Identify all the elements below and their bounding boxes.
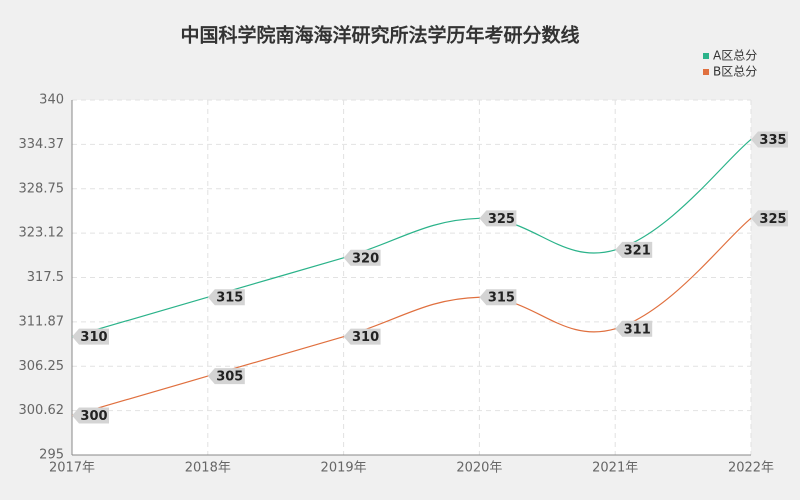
y-tick-label: 340 <box>39 93 64 108</box>
data-label-box <box>72 328 109 345</box>
data-label: 305 <box>216 370 243 385</box>
legend-label: B区总分 <box>713 65 757 79</box>
data-label: 325 <box>488 212 515 227</box>
data-label-box <box>615 320 653 337</box>
x-tick-label: 2018年 <box>185 461 231 476</box>
data-label-box <box>343 249 381 266</box>
x-tick-label: 2022年 <box>728 461 774 476</box>
y-tick-label: 300.62 <box>19 403 65 418</box>
data-label: 325 <box>759 212 786 227</box>
line <box>71 217 752 417</box>
data-label-box <box>751 210 788 227</box>
x-tick-label: 2021年 <box>592 461 638 476</box>
data-label-box <box>207 289 245 306</box>
data-label: 315 <box>488 291 515 306</box>
y-tick-label: 328.75 <box>19 181 65 196</box>
data-label: 311 <box>624 322 651 337</box>
data-label: 321 <box>624 243 651 258</box>
y-tick-label: 311.87 <box>19 314 65 329</box>
data-label-box <box>479 289 517 306</box>
data-label-box <box>72 407 109 424</box>
data-label-box <box>343 328 381 345</box>
data-label: 315 <box>216 291 243 306</box>
x-tick-label: 2017年 <box>49 461 95 476</box>
data-label-box <box>751 131 788 148</box>
data-label: 310 <box>80 330 107 345</box>
line <box>71 138 752 338</box>
data-label: 320 <box>352 251 379 266</box>
data-label: 335 <box>759 133 786 148</box>
data-label-box <box>479 210 517 227</box>
y-tick-label: 317.5 <box>27 270 64 285</box>
data-label-box <box>615 241 653 258</box>
chart-title: 中国科学院南海海洋研究所法学历年考研分数线 <box>180 24 579 47</box>
y-tick-label: 323.12 <box>19 226 65 241</box>
y-tick-label: 334.37 <box>19 137 65 152</box>
legend-swatch <box>703 53 709 59</box>
data-label: 310 <box>352 330 379 345</box>
plot-area <box>72 100 751 455</box>
data-label-box <box>207 368 245 385</box>
x-tick-label: 2020年 <box>456 461 502 476</box>
y-tick-label: 295 <box>39 448 64 463</box>
data-label: 300 <box>80 409 107 424</box>
x-tick-label: 2019年 <box>321 461 367 476</box>
legend-swatch <box>703 69 709 75</box>
y-tick-label: 306.25 <box>19 359 65 374</box>
legend-label: A区总分 <box>713 49 757 63</box>
